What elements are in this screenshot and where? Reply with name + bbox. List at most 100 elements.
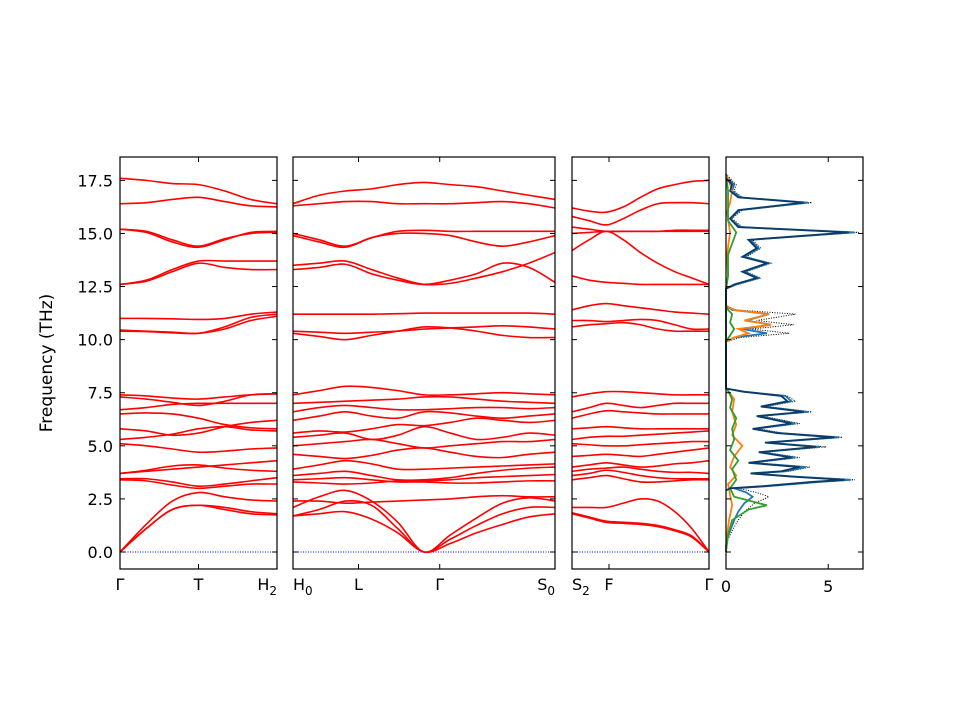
phonon-band-line [571,440,710,447]
high-symmetry-point-label: S2 [572,575,590,598]
phonon-band-line [571,321,709,333]
phonon-band-line [119,419,278,437]
phonon-band-line [292,510,556,554]
phonon-band-line [571,275,709,286]
phonon-band-line [571,474,710,484]
high-symmetry-point-label: S0 [537,575,555,598]
phonon-band-line [292,325,556,341]
y-tick-label: 0.0 [88,543,113,562]
phonon-band-line [119,425,278,441]
phonon-band-line [571,201,710,226]
phonon-band-line [292,447,556,460]
phonon-band-line [571,318,710,331]
dos-series-line [725,173,859,553]
phonon-band-line [292,312,556,315]
phonon-band-line [119,315,278,335]
phonon-band-line [292,404,556,413]
phonon-band-line [292,489,556,553]
high-symmetry-point-label: H2 [257,575,277,598]
phonon-band-line [119,228,278,248]
phonon-band-line [571,409,709,419]
frame-layer [119,156,864,570]
phonon-band-line [572,498,710,553]
y-axis-title: Frequency (THz) [37,294,57,433]
phonon-band-line [571,459,710,468]
phonon-band-line [119,262,278,286]
high-symmetry-point-label: T [193,575,204,594]
phonon-band-line [119,479,278,490]
dos-series-line [725,173,768,553]
phonon-band-line [119,459,278,475]
panel-frame [571,156,710,570]
phonon-band-line [119,402,277,411]
y-tick-label: 12.5 [77,278,113,297]
phonon-band-line [119,392,278,400]
phonon-band-line [292,385,556,397]
band-panel-3 [571,179,710,553]
panel-frame [292,156,556,570]
high-symmetry-point-label: F [604,575,613,594]
phonon-band-line [119,228,278,249]
y-tick-label: 15.0 [77,224,113,243]
band-panel-1 [119,177,278,553]
phonon-band-line [292,395,556,405]
phonon-band-line [292,181,556,205]
phonon-band-line [292,459,556,471]
phonon-band-line [292,417,556,434]
phonon-band-line [571,430,710,441]
dos-series-line [725,177,849,492]
phonon-band-line [119,311,278,321]
dos-series-line [725,173,855,553]
phonon-band-line [119,259,277,286]
phonon-band-line [571,513,710,553]
dos-panel [725,173,859,553]
high-symmetry-point-label: Γ [435,575,444,594]
high-symmetry-point-label: H0 [293,575,313,598]
phonon-band-line [571,226,709,233]
y-tick-label: 7.5 [88,384,113,403]
phonon-band-line [292,262,556,286]
phonon-band-line [292,325,556,335]
phonon-band-line [292,476,556,484]
panel-frame [119,156,278,570]
phonon-band-line [571,179,710,214]
high-symmetry-point-label: Γ [705,575,714,594]
band-panel-2 [292,181,556,554]
dos-panel-frame [725,156,864,570]
phonon-band-line [119,442,278,454]
phonon-band-line [292,494,556,504]
y-tick-label: 5.0 [88,437,113,456]
phonon-band-line [571,230,710,286]
plot-layer [119,173,859,554]
text-layer: Frequency (THz) Γ T H2 H0 L Γ S0 S2 F Γ0.02.55.07… [37,171,833,598]
high-symmetry-point-label: Γ [116,575,125,594]
y-tick-label: 17.5 [77,171,113,190]
phonon-band-line [292,251,556,286]
phonon-band-line [292,232,556,249]
high-symmetry-point-label: L [354,575,363,594]
phonon-band-line [571,402,709,413]
phonon-band-line [292,200,556,209]
phonon-band-line [571,447,710,458]
dos-x-tick-label: 0 [721,577,731,596]
phonon-band-line [571,302,710,315]
phonon-band-line [292,473,556,485]
phonon-band-line [292,466,556,482]
phonon-band-line [292,410,556,422]
phonon-band-line [119,412,278,430]
phonon-band-line [571,466,710,475]
phonon-band-line [292,499,556,553]
y-tick-label: 10.0 [77,331,113,350]
dos-x-tick-label: 5 [823,577,833,596]
phonon-band-line [119,476,278,488]
phonon-band-line [571,511,710,553]
phonon-band-line [571,390,709,398]
phonon-band-line [292,425,556,441]
phonon-band-line [292,438,556,449]
phonon-band-line [119,491,278,553]
phonon-band-line [119,196,278,208]
phonon-band-line [119,464,278,475]
y-tick-label: 2.5 [88,490,113,509]
phonon-band-line [292,229,555,248]
